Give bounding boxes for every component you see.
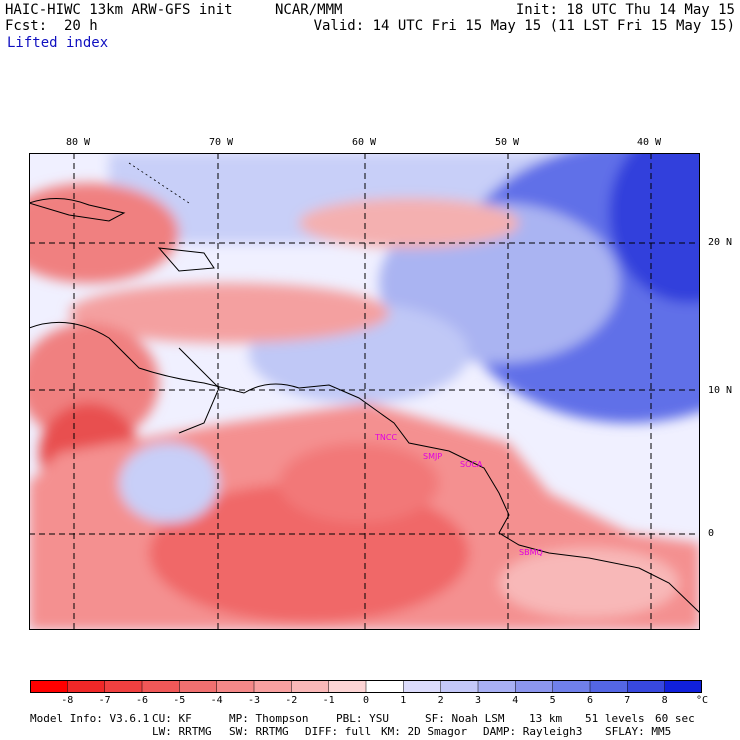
color-tick-label: -5	[173, 695, 186, 706]
lat-label-0: 0	[708, 528, 715, 539]
lat-label-20n: 20 N	[708, 237, 733, 248]
color-swatch	[291, 680, 330, 693]
lon-label-80w: 80 W	[66, 137, 91, 148]
timestep: 60 sec	[655, 712, 695, 725]
color-swatch	[254, 680, 292, 693]
model-title: HAIC-HIWC 13km ARW-GFS init	[5, 2, 233, 18]
init-time: Init: 18 UTC Thu 14 May 15	[515, 2, 735, 18]
shortwave-scheme: SW: RRTMG	[229, 725, 289, 738]
model-info: Model Info: V3.6.1	[30, 712, 150, 725]
forecast-hour: 20 h	[64, 18, 98, 34]
color-swatch	[627, 680, 666, 693]
color-swatch	[440, 680, 479, 693]
damping: DAMP: Rayleigh3	[483, 725, 583, 738]
station-sbmq: SBMQ	[519, 548, 543, 557]
lon-label-70w: 70 W	[209, 137, 234, 148]
color-scale-bar	[30, 680, 702, 693]
cumulus-scheme: CU: KF	[152, 712, 192, 725]
color-tick-label: 3	[474, 695, 482, 706]
station-soca: SOCA	[460, 460, 483, 469]
lat-label-10n: 10 N	[708, 385, 733, 396]
organization: NCAR/MMM	[275, 2, 343, 18]
station-tncc: TNCC	[375, 433, 398, 442]
color-tick-label: 1	[400, 695, 407, 706]
color-tick-label: 8	[661, 695, 668, 706]
color-swatch	[478, 680, 516, 693]
resolution: 13 km	[529, 712, 563, 725]
color-swatch	[590, 680, 628, 693]
color-tick-label: -8	[61, 695, 74, 706]
lon-label-50w: 50 W	[495, 137, 520, 148]
color-swatch	[142, 680, 180, 693]
color-tick-label: 4	[512, 695, 519, 706]
unit-label: °C	[696, 695, 709, 706]
color-swatch	[216, 680, 255, 693]
color-tick-label: 0	[362, 695, 370, 706]
color-swatch	[104, 680, 143, 693]
km-option: KM: 2D Smagor	[381, 725, 468, 738]
surface-scheme: SF: Noah LSM	[425, 712, 505, 725]
diffusion: DIFF: full	[305, 725, 372, 738]
color-tick-label: 7	[624, 695, 631, 706]
forecast-label: Fcst:	[5, 18, 48, 34]
levels: 51 levels	[585, 712, 645, 725]
lon-label-60w: 60 W	[352, 137, 377, 148]
color-swatch	[552, 680, 591, 693]
surface-layer: SFLAY: MM5	[605, 725, 672, 738]
microphysics-scheme: MP: Thompson	[229, 712, 309, 725]
pbl-scheme: PBL: YSU	[336, 712, 389, 725]
color-tick-label: -1	[322, 695, 335, 706]
longwave-scheme: LW: RRTMG	[152, 725, 212, 738]
color-swatch	[30, 680, 68, 693]
color-tick-label: -3	[247, 695, 261, 706]
station-smjp: SMJP	[423, 452, 443, 461]
color-tick-label: -7	[98, 695, 111, 706]
color-swatch	[67, 680, 106, 693]
color-swatch	[366, 680, 404, 693]
color-swatch	[664, 680, 702, 693]
color-bar-frame	[30, 680, 702, 693]
color-swatch	[515, 680, 554, 693]
color-swatch	[179, 680, 218, 693]
valid-time: Valid: 14 UTC Fri 15 May 15 (11 LST Fri …	[313, 18, 735, 34]
color-tick-label: 2	[437, 695, 444, 706]
field-name: Lifted index	[7, 35, 109, 51]
color-tick-label: 5	[549, 695, 556, 706]
lon-label-40w: 40 W	[637, 137, 662, 148]
color-tick-label: -2	[285, 695, 298, 706]
color-swatch	[403, 680, 442, 693]
color-tick-label: -4	[210, 695, 223, 706]
lifted-index-map	[29, 153, 700, 630]
color-tick-label: -6	[135, 695, 149, 706]
color-tick-label: 6	[586, 695, 594, 706]
color-swatch	[328, 680, 367, 693]
